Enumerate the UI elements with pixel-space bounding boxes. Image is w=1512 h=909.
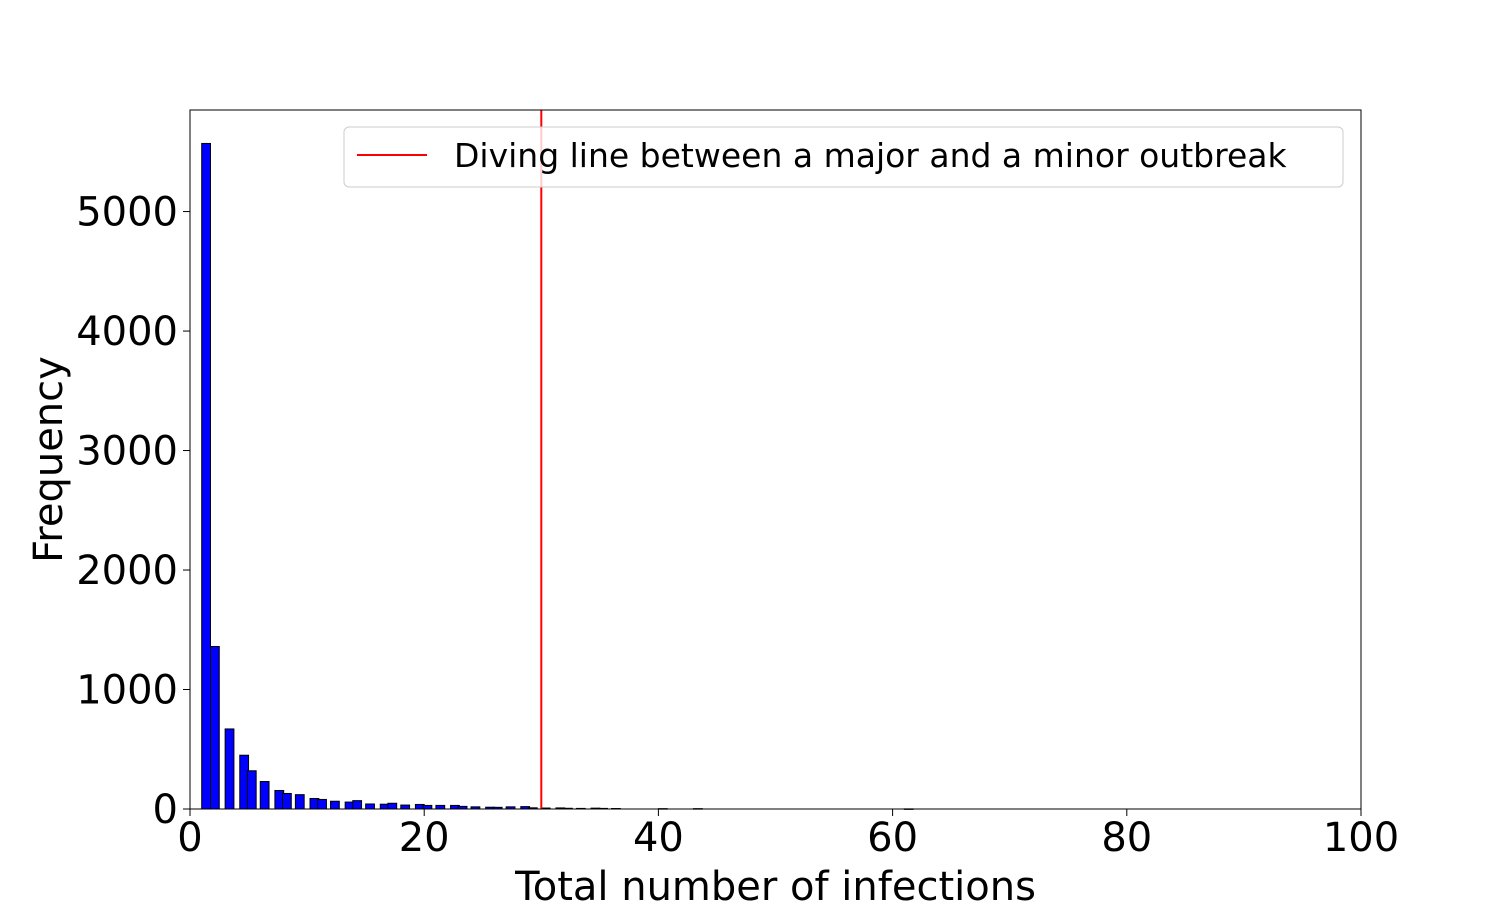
y-tick-label: 5000 (76, 190, 178, 236)
histogram-bar (209, 645, 220, 810)
x-tick-label: 40 (633, 815, 684, 861)
x-tick-label: 0 (177, 815, 202, 861)
y-tick-label: 3000 (76, 429, 178, 475)
y-tick-label: 4000 (76, 309, 178, 355)
legend-label: Diving line between a major and a minor … (454, 136, 1287, 175)
histogram-bar (330, 800, 340, 810)
y-tick-label: 1000 (76, 668, 178, 714)
histogram-bar (400, 804, 411, 810)
histogram-bar (422, 804, 433, 810)
legend-box (343, 126, 1344, 188)
legend: Diving line between a major and a minor … (343, 126, 1344, 188)
y-tick-label: 2000 (76, 548, 178, 594)
plot-area-frame (189, 109, 1362, 810)
x-tick-label: 60 (867, 815, 918, 861)
histogram-bar (259, 781, 270, 810)
y-axis-ticks: 0 1000 2000 3000 4000 5000 (76, 190, 190, 833)
y-axis-title: Frequency (26, 356, 72, 563)
histogram-bar (282, 792, 292, 810)
histogram-bar (224, 728, 235, 810)
histogram-bar (201, 142, 211, 810)
histogram-bar (294, 794, 305, 810)
x-tick-label: 80 (1101, 815, 1152, 861)
histogram-bar (387, 802, 398, 810)
histogram-bar (365, 803, 375, 810)
x-axis-ticks: 0 20 40 60 80 100 (177, 809, 1399, 861)
x-tick-label: 100 (1323, 815, 1399, 861)
histogram-bar (246, 770, 257, 810)
histogram-bar (352, 800, 363, 810)
y-tick-label: 0 (153, 787, 178, 833)
x-axis-title: Total number of infections (514, 864, 1036, 909)
histogram-bar (435, 804, 446, 810)
histogram-bar (317, 798, 327, 810)
x-tick-label: 20 (399, 815, 450, 861)
